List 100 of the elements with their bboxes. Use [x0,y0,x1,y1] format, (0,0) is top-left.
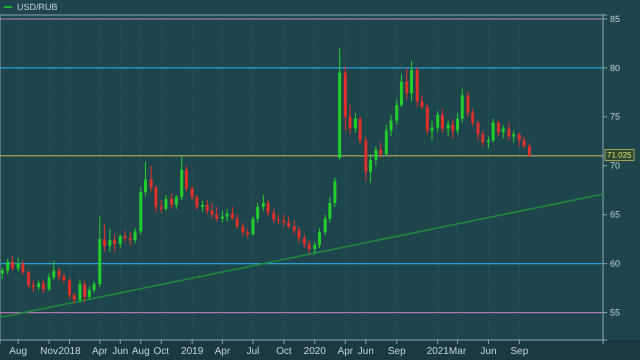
candlestick [277,214,280,225]
candlestick [436,110,440,133]
x-tick-label: 2020 [304,346,326,358]
x-tick-label: 2018 [58,346,82,358]
candlestick [108,228,112,252]
candlestick [134,228,137,244]
candlestick [0,267,4,280]
candlestick [58,267,61,281]
x-tick-label: Mar [448,346,467,358]
candlestick [16,257,20,272]
candlestick [466,90,470,118]
candlestick [292,220,296,235]
candlestick [384,124,388,156]
candlestick [298,226,300,243]
y-tick-label: 80 [610,62,620,73]
candlestick [324,214,327,236]
x-tick-label: Jun [112,346,128,358]
candlestick [282,214,286,227]
candlestick [476,120,480,141]
candlestick [83,280,86,304]
candlestick [42,280,45,294]
candlestick [272,208,276,224]
legend-label: USD/RUB [17,2,58,12]
candlestick [528,142,531,158]
x-tick-label: Apr [214,346,231,358]
x-tick-label: Sep [510,346,529,358]
candlestick [430,120,434,141]
candlestick [21,260,24,275]
candlestick [102,224,106,252]
candlestick [62,272,66,284]
candlestick [48,272,51,292]
candlestick [374,146,378,166]
candlestick [492,118,495,143]
x-tick-label: Apr [92,346,108,358]
candlestick [68,278,72,300]
candlestick [410,60,413,102]
x-tick-label: 2019 [181,346,204,358]
x-tick-label: Apr [338,346,354,358]
candlestick [236,214,239,229]
candlestick [446,120,450,137]
candlestick [201,200,204,212]
candlestick [348,104,352,135]
candlestick [190,186,194,201]
candlestick [420,94,424,110]
candlestick [215,206,218,222]
candlestick [220,210,224,224]
candlestick [390,114,393,137]
candlestick [128,232,132,246]
candlestick [426,104,429,135]
candlestick [164,194,168,212]
candlestick [522,136,526,149]
candlestick [144,161,147,197]
x-tick-label: Aug [9,346,28,358]
candlestick [328,196,332,224]
x-tick-label: 2021 [426,346,450,358]
x-tick-label: Oct [153,346,170,358]
candlestick [6,258,10,275]
y-tick-label: 65 [610,210,620,220]
candlestick [251,216,254,236]
candlestick [486,136,490,149]
candlestick [358,116,362,145]
ref-line-label: 71.025 [607,150,632,160]
candlestick [400,73,403,108]
candlestick [507,122,510,141]
candlestick [37,280,40,291]
candlestick [502,124,505,139]
candlestick [405,67,408,100]
candlestick [266,200,270,218]
candlestick [123,230,126,243]
candlestick [92,280,96,294]
candlestick [170,192,174,210]
candlestick [10,255,14,271]
x-tick-label: Oct [276,346,292,358]
candlestick [456,112,460,135]
x-tick-label: Jul [246,346,260,358]
candlestick [78,278,82,304]
candlestick [333,177,336,208]
candlestick [471,108,474,128]
y-tick-label: 75 [610,112,620,122]
candlestick [318,228,321,248]
candlestick [287,216,290,229]
x-tick-label: Nov [40,346,58,358]
candlestick [518,132,521,147]
candlestick [262,194,265,212]
candlestick [210,202,214,220]
candlestick [174,194,178,210]
candlestick [27,270,30,289]
x-tick-label: Aug [132,346,150,358]
candlestick [184,165,188,192]
candlestick [226,208,229,222]
candlestick [440,108,444,133]
y-tick-label: 85 [610,14,620,24]
candlestick [451,118,454,139]
y-tick-label: 55 [610,307,620,318]
candlestick [308,240,311,254]
candlestick [230,206,234,220]
y-tick-label: 60 [610,258,620,269]
candlestick [113,234,116,252]
candlestick [154,184,158,214]
candlestick [379,142,382,158]
